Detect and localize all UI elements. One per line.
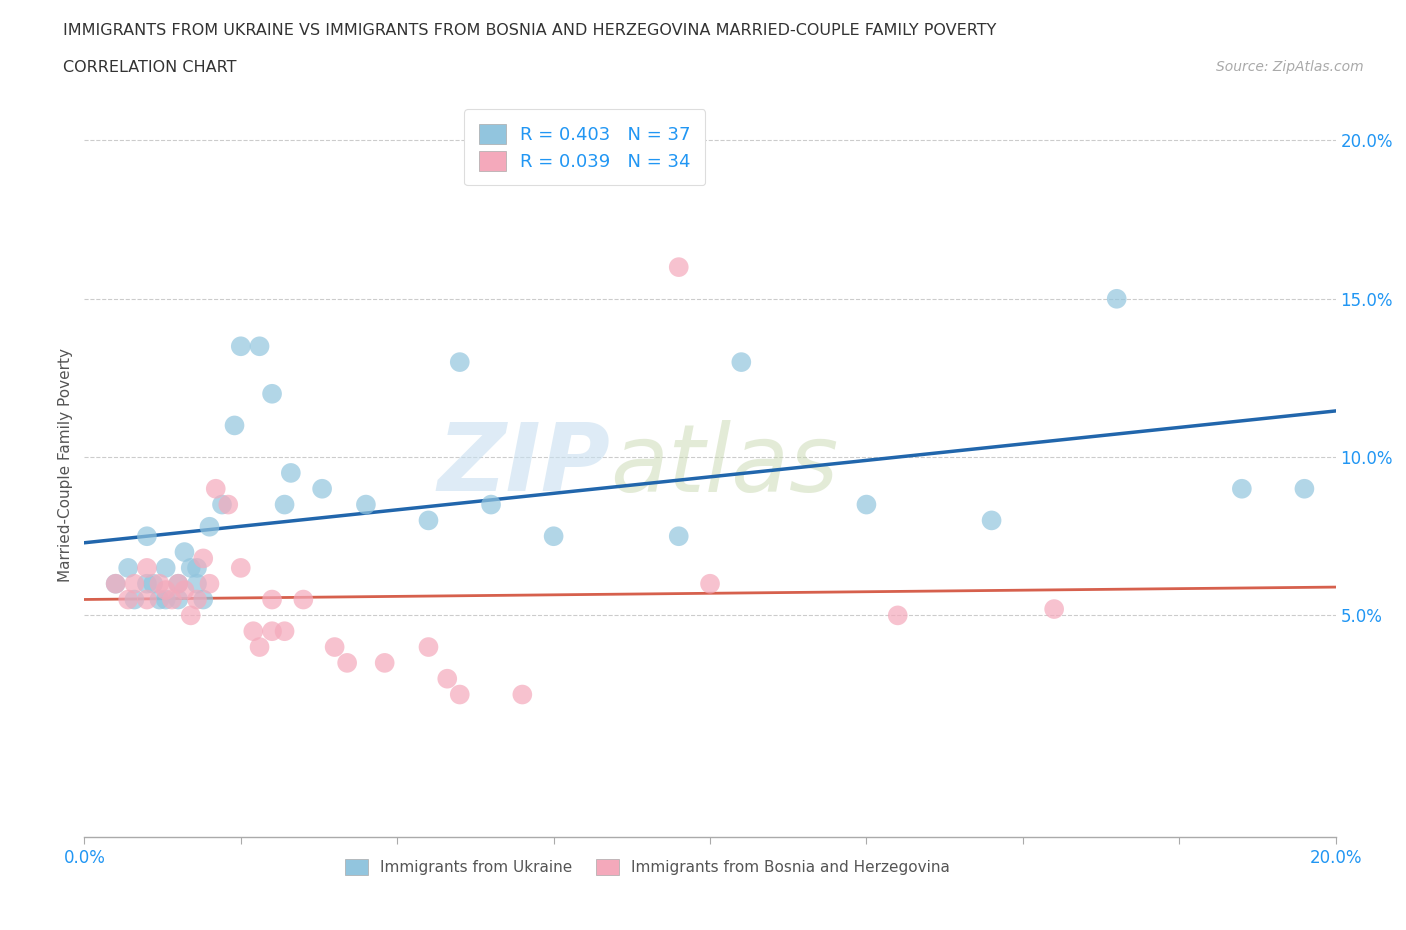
- Point: [449, 687, 471, 702]
- Point: [204, 482, 226, 497]
- Point: [374, 656, 396, 671]
- Point: [211, 498, 233, 512]
- Point: [262, 592, 284, 607]
- Point: [186, 561, 208, 576]
- Point: [124, 577, 146, 591]
- Point: [668, 259, 690, 274]
- Point: [173, 545, 195, 560]
- Point: [1294, 482, 1316, 497]
- Point: [136, 561, 159, 576]
- Point: [167, 577, 190, 591]
- Point: [354, 498, 377, 512]
- Point: [160, 592, 183, 607]
- Point: [730, 354, 752, 369]
- Point: [136, 529, 159, 544]
- Point: [224, 418, 246, 432]
- Point: [336, 656, 359, 671]
- Point: [193, 551, 215, 565]
- Text: IMMIGRANTS FROM UKRAINE VS IMMIGRANTS FROM BOSNIA AND HERZEGOVINA MARRIED-COUPLE: IMMIGRANTS FROM UKRAINE VS IMMIGRANTS FR…: [63, 23, 997, 38]
- Point: [186, 592, 208, 607]
- Point: [198, 519, 221, 534]
- Point: [1105, 291, 1128, 306]
- Point: [292, 592, 315, 607]
- Point: [512, 687, 534, 702]
- Point: [104, 577, 127, 591]
- Point: [124, 592, 146, 607]
- Point: [699, 577, 721, 591]
- Point: [418, 640, 440, 655]
- Point: [323, 640, 346, 655]
- Point: [543, 529, 565, 544]
- Point: [242, 624, 264, 639]
- Point: [136, 592, 159, 607]
- Point: [180, 561, 202, 576]
- Point: [436, 671, 458, 686]
- Point: [668, 529, 690, 544]
- Point: [887, 608, 910, 623]
- Point: [104, 577, 127, 591]
- Point: [980, 513, 1002, 528]
- Point: [418, 513, 440, 528]
- Point: [117, 592, 139, 607]
- Point: [855, 498, 877, 512]
- Point: [198, 577, 221, 591]
- Point: [229, 339, 252, 353]
- Point: [167, 577, 190, 591]
- Point: [148, 592, 170, 607]
- Point: [479, 498, 502, 512]
- Point: [262, 624, 284, 639]
- Point: [193, 592, 215, 607]
- Point: [173, 582, 195, 597]
- Point: [155, 561, 177, 576]
- Text: CORRELATION CHART: CORRELATION CHART: [63, 60, 236, 75]
- Point: [311, 482, 333, 497]
- Point: [1230, 482, 1253, 497]
- Text: Source: ZipAtlas.com: Source: ZipAtlas.com: [1216, 60, 1364, 74]
- Point: [1043, 602, 1066, 617]
- Point: [136, 577, 159, 591]
- Point: [180, 608, 202, 623]
- Point: [280, 466, 302, 481]
- Point: [217, 498, 239, 512]
- Point: [273, 624, 295, 639]
- Point: [155, 582, 177, 597]
- Point: [249, 339, 271, 353]
- Text: ZIP: ZIP: [437, 419, 610, 511]
- Y-axis label: Married-Couple Family Poverty: Married-Couple Family Poverty: [58, 348, 73, 582]
- Point: [148, 577, 170, 591]
- Point: [229, 561, 252, 576]
- Text: atlas: atlas: [610, 419, 838, 511]
- Point: [155, 592, 177, 607]
- Point: [262, 386, 284, 401]
- Point: [249, 640, 271, 655]
- Point: [273, 498, 295, 512]
- Legend: Immigrants from Ukraine, Immigrants from Bosnia and Herzegovina: Immigrants from Ukraine, Immigrants from…: [339, 853, 956, 882]
- Point: [449, 354, 471, 369]
- Point: [117, 561, 139, 576]
- Point: [142, 577, 165, 591]
- Point: [167, 592, 190, 607]
- Point: [186, 577, 208, 591]
